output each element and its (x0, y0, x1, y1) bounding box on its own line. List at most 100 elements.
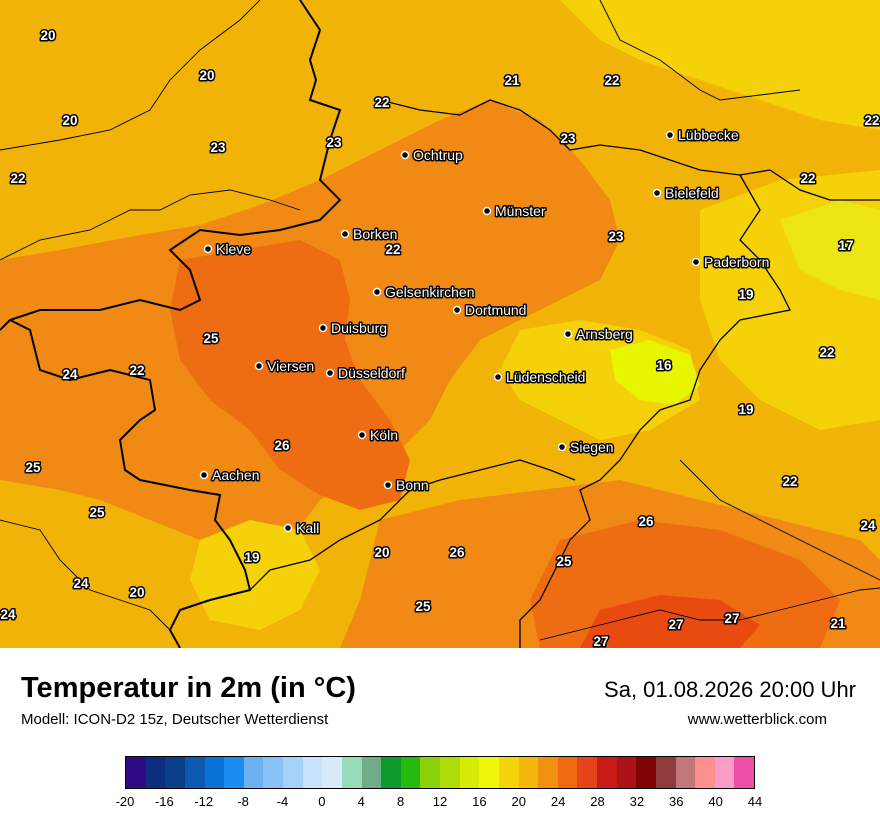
city-dot (254, 361, 264, 371)
city-label: Bielefeld (665, 185, 719, 201)
temperature-value: 26 (274, 438, 290, 453)
city-label: Bonn (396, 477, 429, 493)
city-label: Paderborn (704, 254, 769, 270)
city-dot (452, 305, 462, 315)
city-label: Lüdenscheid (506, 369, 585, 385)
scale-swatch (538, 757, 558, 788)
scale-swatch (341, 757, 362, 788)
city-dot (283, 523, 293, 533)
scale-swatch (283, 757, 303, 788)
temperature-value: 22 (129, 363, 144, 378)
scale-tick-label: 16 (472, 794, 487, 809)
city-köln: Köln (357, 426, 400, 445)
color-scale-ticks: -20 -16 -12 -8 -4 0 4 8 12 16 20 24 28 32 36 40 44 (0, 794, 880, 814)
map-footer: Temperatur in 2m (in °C) Modell: ICON-D2… (0, 648, 880, 830)
city-dot (563, 329, 573, 339)
scale-tick-label: 32 (629, 794, 645, 809)
scale-tick-label: 44 (747, 794, 763, 809)
scale-swatch (224, 757, 244, 788)
scale-swatch (714, 757, 735, 788)
city-label: Dortmund (465, 302, 526, 318)
scale-swatch (400, 757, 421, 788)
temperature-value: 23 (560, 131, 576, 146)
cooler-zone-east (780, 200, 880, 300)
temperature-value: 20 (40, 28, 55, 43)
temperature-value: 16 (656, 358, 672, 373)
scale-swatch (263, 757, 283, 788)
temperature-value: 20 (199, 68, 214, 83)
temperature-value: 25 (415, 599, 431, 614)
city-dot (652, 188, 662, 198)
district-line-b (0, 189, 301, 261)
scale-tick-label: -8 (237, 794, 249, 809)
temperature-value: 19 (738, 402, 753, 417)
scale-swatch (459, 757, 480, 788)
city-siegen: Siegen (557, 438, 615, 457)
temperature-value: 25 (25, 460, 41, 475)
scale-tick-label: -4 (276, 794, 289, 809)
city-kall: Kall (283, 519, 321, 538)
temperature-value: 20 (374, 545, 389, 560)
scale-swatch (204, 757, 225, 788)
map-canvas: Lübbecke Ochtrup Bielefeld Münster Borken Kle… (0, 0, 880, 651)
temperature-value: 24 (0, 607, 16, 622)
temperature-value: 21 (830, 616, 846, 631)
city-bielefeld: Bielefeld (652, 184, 720, 203)
temperature-value: 24 (860, 518, 876, 533)
city-borken: Borken (340, 225, 399, 244)
temperature-value: 20 (129, 585, 144, 600)
city-lübbecke: Lübbecke (665, 126, 740, 145)
website-link[interactable]: www.wetterblick.com (687, 711, 827, 728)
temperature-value: 22 (782, 474, 797, 489)
city-duisburg: Duisburg (318, 319, 389, 338)
city-label: Borken (353, 226, 397, 242)
temperature-value: 27 (593, 634, 608, 648)
scale-tick-label: 12 (432, 794, 448, 809)
borders (0, 0, 880, 649)
scale-tick-label: 8 (397, 794, 405, 809)
forecast-datetime: Sa, 01.08.2026 20:00 Uhr (604, 677, 856, 702)
scale-swatch (184, 757, 205, 788)
temperature-value: 22 (604, 73, 619, 88)
city-label: Aachen (212, 467, 259, 483)
city-dot (325, 368, 335, 378)
scale-tick-label: 4 (357, 794, 365, 809)
scale-swatch (597, 757, 617, 788)
scale-swatch (361, 757, 382, 788)
scale-swatch (577, 757, 597, 788)
scale-swatch (695, 757, 715, 788)
city-gelsenkirchen: Gelsenkirchen (372, 283, 476, 302)
scale-swatch (322, 757, 342, 788)
scale-swatch (518, 757, 539, 788)
city-dot (482, 206, 492, 216)
city-dot (318, 323, 328, 333)
temperature-value: 19 (738, 287, 753, 302)
scale-swatch (243, 757, 264, 788)
city-label: Düsseldorf (338, 365, 405, 381)
state-border-nrw-north-east (379, 99, 880, 201)
city-label: Ochtrup (413, 147, 463, 163)
temperature-value: 22 (10, 171, 25, 186)
scale-swatch (734, 757, 754, 788)
temperature-value: 22 (819, 345, 834, 360)
district-line-f (539, 587, 880, 641)
temperature-value: 24 (62, 367, 78, 382)
temperature-values: 20 20 20 21 22 22 22 23 23 23 22 22 23 17 22 19 25 24 22 16… (0, 27, 880, 651)
scale-tick-label: 28 (590, 794, 605, 809)
city-label: Lübbecke (678, 127, 739, 143)
temperature-value: 25 (89, 505, 105, 520)
cool-zone-eifel (190, 520, 320, 630)
city-dot (400, 150, 410, 160)
city-dot (665, 130, 675, 140)
cool-zone-north (560, 0, 880, 130)
city-dot (372, 287, 382, 297)
scale-swatch (126, 757, 146, 788)
scale-swatch (420, 757, 440, 788)
city-label: Kleve (216, 241, 251, 257)
temperature-value: 21 (504, 73, 520, 88)
city-kleve: Kleve (203, 240, 253, 259)
city-düsseldorf: Düsseldorf (325, 364, 407, 383)
state-border-nrw-east (519, 174, 791, 648)
city-label: Arnsberg (576, 326, 633, 342)
city-arnsberg: Arnsberg (563, 325, 634, 344)
